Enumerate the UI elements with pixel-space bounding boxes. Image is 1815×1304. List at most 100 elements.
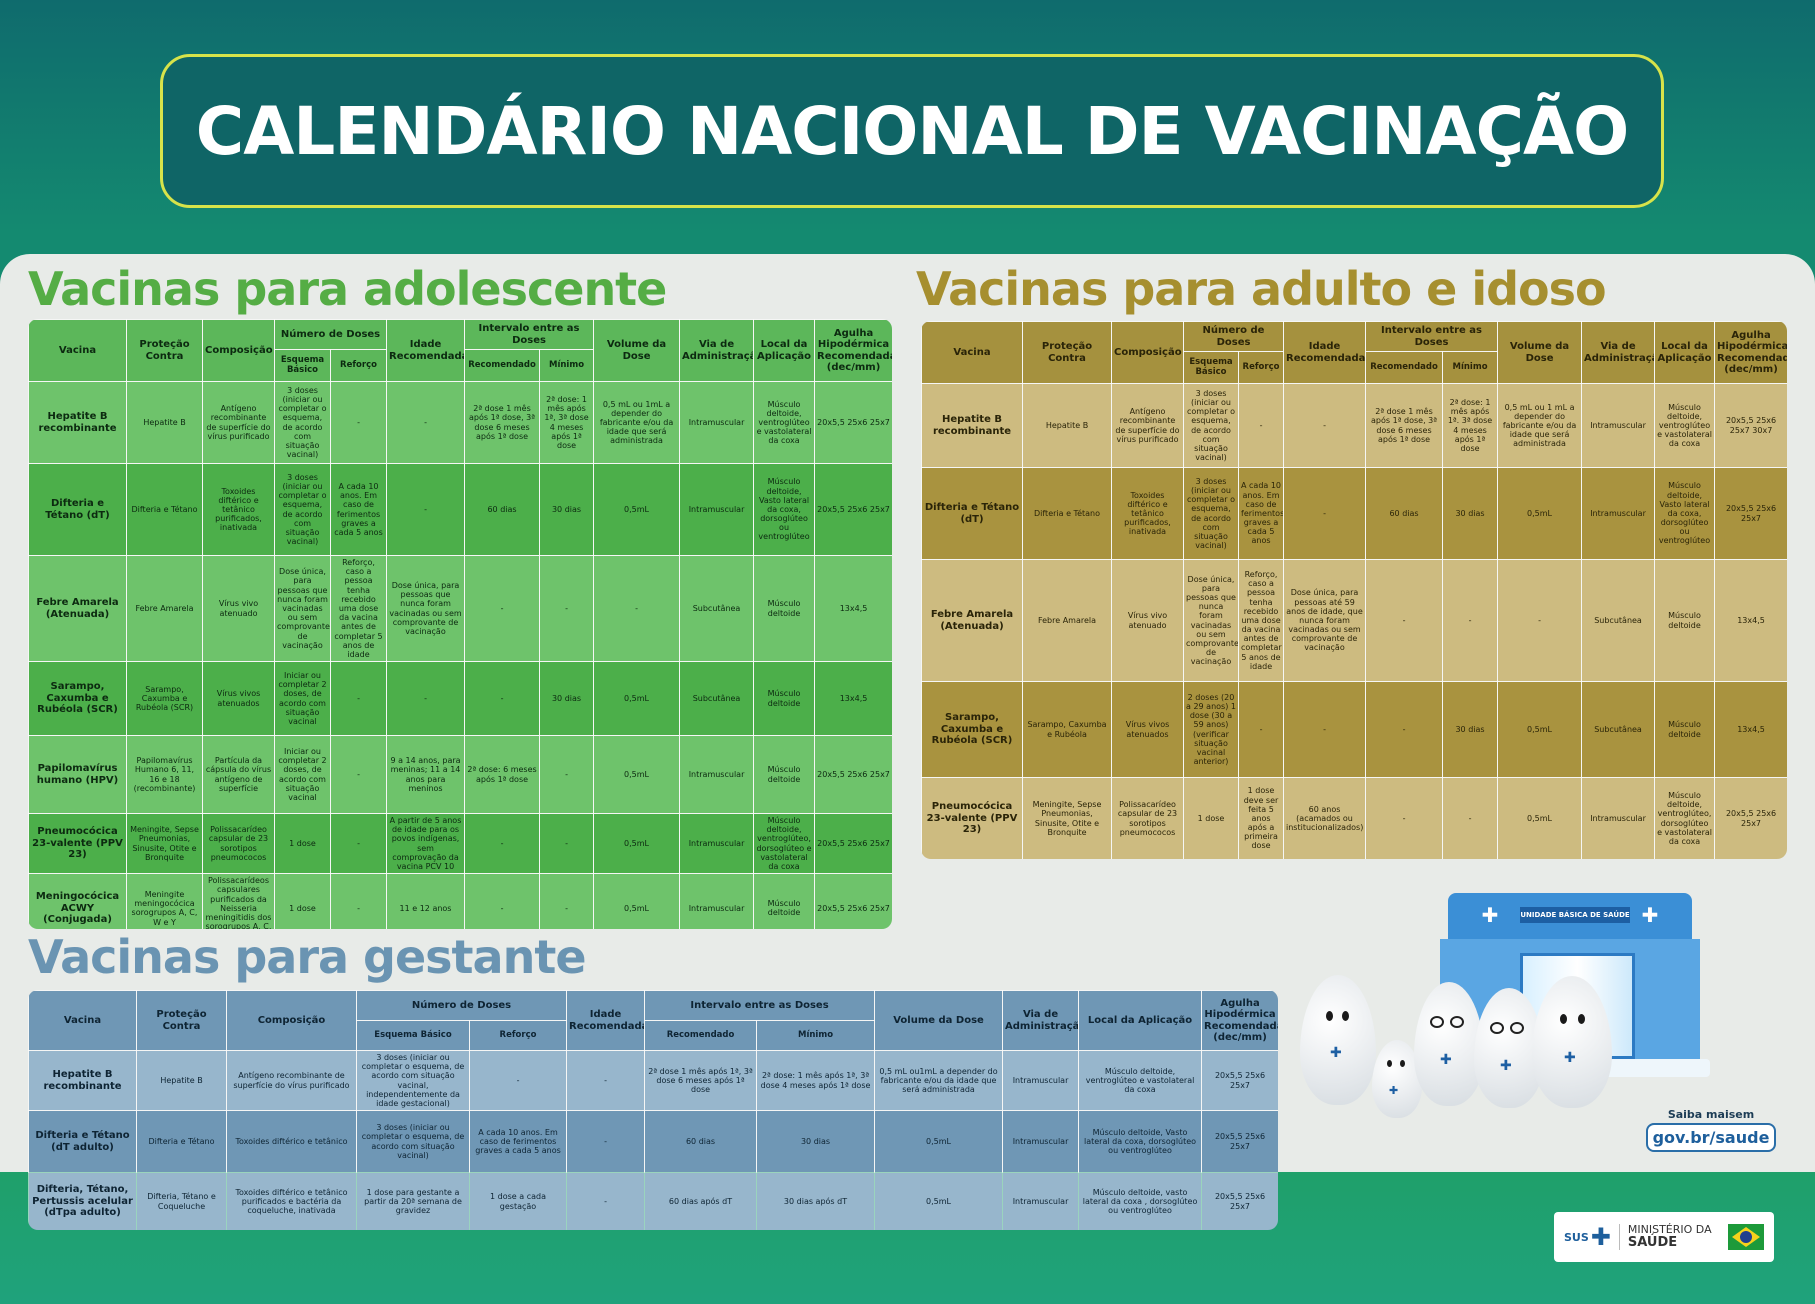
vaccine-name-cell: Hepatite B recombinante <box>28 381 127 464</box>
table-cell: 0,5 mL ou 1 mL a depender do fabricante … <box>1497 383 1583 468</box>
table-cell: 2ª dose 1 mês após 1ª, 3ª dose 6 meses a… <box>644 1049 758 1112</box>
vaccine-name-cell: Sarampo, Caxumba e Rubéola (SCR) <box>28 661 127 737</box>
table-row: Febre Amarela (Atenuada) Febre Amarela Vír… <box>28 554 892 663</box>
vaccine-name-cell: Difteria, Tétano, Pertussis acelular (dT… <box>28 1172 137 1230</box>
table-cell: Músculo deltoide, Vasto lateral da coxa,… <box>1654 467 1716 560</box>
vaccine-name-cell: Pneumocócica 23-valente (PPV 23) <box>921 777 1023 859</box>
ministerio-text: MINISTÉRIO DA SAÚDE <box>1618 1224 1720 1250</box>
table-cell: - <box>566 1172 646 1230</box>
table-cell: Polissacarídeo capsular de 23 sorotipos … <box>1111 777 1184 859</box>
table-cell: 0,5 mL ou 1mL a depender do fabricante e… <box>593 381 681 464</box>
table-cell: - <box>539 735 595 815</box>
table-cell: 30 dias <box>1442 467 1499 560</box>
table-cell: Intramuscular <box>679 873 755 929</box>
header-minimo: Mínimo <box>756 1020 876 1051</box>
header-esquema: Esquema Básico <box>356 1020 470 1051</box>
table-cell: - <box>329 813 388 875</box>
table-cell: 0,5mL <box>593 463 681 556</box>
table-cell: Subcutânea <box>679 554 755 663</box>
table-cell: 60 anos (acamados ou institucionalizados… <box>1283 777 1367 859</box>
table-cell: Difteria, Tétano e Coqueluche <box>136 1172 227 1230</box>
table-row: Papilomavírus humano (HPV) Papilomavírus … <box>28 735 892 815</box>
saiba-link[interactable]: gov.br/saude <box>1646 1123 1776 1152</box>
plus-icon: ✚ <box>1500 1058 1512 1074</box>
table-row: Difteria e Tétano (dT adulto) Difteria e … <box>28 1110 1278 1174</box>
table-cell: 0,5mL <box>593 735 681 815</box>
table-cell: - <box>464 813 541 875</box>
table-cell: 3 doses (iniciar ou completar o esquema,… <box>274 381 331 464</box>
header-numero-doses: Número de Doses <box>1182 321 1285 352</box>
table-cell: Iniciar ou completar 2 doses, de acordo … <box>274 735 331 815</box>
table-cell: - <box>539 813 595 875</box>
table-cell: Difteria e Tétano <box>126 463 203 556</box>
table-cell: - <box>1365 559 1444 682</box>
table-cell: - <box>386 381 466 464</box>
table-cell: 60 dias após dT <box>644 1172 758 1230</box>
mascot-icon: ✚ <box>1414 982 1484 1106</box>
header-volume: Volume da Dose <box>1497 321 1583 384</box>
table-cell: 20x5,5 25x6 25x7 <box>814 381 892 464</box>
table-cell: 60 dias <box>1365 467 1444 560</box>
header-recomendado: Recomendado <box>1365 351 1444 384</box>
table-cell: 2ª dose 1 mês após 1ª dose, 3ª dose 6 me… <box>1365 383 1444 468</box>
table-cell: Antígeno recombinante de superfície do v… <box>226 1049 357 1112</box>
table-cell: Intramuscular <box>679 735 755 815</box>
header-intervalo: Intervalo entre as Doses <box>1365 321 1499 352</box>
table-cell: Músculo deltoide <box>1654 559 1716 682</box>
table-cell: Subcutânea <box>679 661 755 737</box>
table-cell: Intramuscular <box>1002 1049 1080 1112</box>
table-cell: Músculo deltoide <box>753 661 816 737</box>
table-cell: Antígeno recombinante de superfície do v… <box>202 381 275 464</box>
table-cell: 1 dose deve ser feita 5 anos após a prim… <box>1237 777 1285 859</box>
header-agulha: Agulha Hipodérmica Recomendada (dec/mm) <box>1201 990 1278 1051</box>
header-via: Via de Administração <box>679 319 755 382</box>
table-cell: Músculo deltoide, ventroglúteo, dorsoglú… <box>1654 777 1716 859</box>
table-cell: Toxoides diftérico e tetânico purificado… <box>1111 467 1184 560</box>
table-cell: Sarampo, Caxumba e Rubéola <box>1022 681 1112 778</box>
mascot-icon: ✚ <box>1300 975 1376 1105</box>
table-cell: 20x5,5 25x6 25x7 <box>814 813 892 875</box>
table-cell: Dose única, para pessoas até 59 anos de … <box>1283 559 1367 682</box>
table-cell: Toxoides diftérico e tetânico purificado… <box>202 463 275 556</box>
vaccine-name-cell: Sarampo, Caxumba e Rubéola (SCR) <box>921 681 1023 778</box>
header-vacina: Vacina <box>28 990 137 1051</box>
table-cell: A cada 10 anos. Em caso de ferimentos gr… <box>468 1110 568 1174</box>
plus-icon: ✚ <box>1481 903 1499 927</box>
table-cell: Músculo deltoide <box>753 873 816 929</box>
table-cell: Subcutânea <box>1581 559 1656 682</box>
table-cell: 1 dose <box>274 873 331 929</box>
vaccine-name-cell: Difteria e Tétano (dT) <box>28 463 127 556</box>
table-cell: Subcutânea <box>1581 681 1656 778</box>
table-row: Sarampo, Caxumba e Rubéola (SCR) Sarampo,… <box>921 681 1787 778</box>
table-row: Pneumocócica 23-valente (PPV 23) Meningit… <box>921 777 1787 859</box>
table-cell: Intramuscular <box>1581 777 1656 859</box>
table-cell: 1 dose <box>274 813 331 875</box>
table-cell: - <box>1283 681 1367 778</box>
table-cell: Iniciar ou completar 2 doses, de acordo … <box>274 661 331 737</box>
header-idade: Idade Recomendada <box>566 990 646 1051</box>
table-cell: Músculo deltoide, ventroglúteo e vastola… <box>1078 1049 1203 1112</box>
table-cell: 1 dose a cada gestação <box>468 1172 568 1230</box>
table-cell: Músculo deltoide, vasto lateral da coxa … <box>1078 1172 1203 1230</box>
table-cell: 20x5,5 25x6 25x7 <box>1201 1049 1278 1112</box>
table-cell: Intramuscular <box>1581 467 1656 560</box>
header-recomendado: Recomendado <box>464 349 541 382</box>
table-cell: - <box>1283 383 1367 468</box>
header-reforco: Reforço <box>468 1020 568 1051</box>
table-cell: Toxoides diftérico e tetânico <box>226 1110 357 1174</box>
table-cell: Intramuscular <box>679 463 755 556</box>
table-cell: 0,5mL <box>593 873 681 929</box>
table-cell: Músculo deltoide, ventroglúteo e vastola… <box>1654 383 1716 468</box>
table-cell: 30 dias <box>539 661 595 737</box>
vaccine-name-cell: Febre Amarela (Atenuada) <box>28 554 127 663</box>
page-title: CALENDÁRIO NACIONAL DE VACINAÇÃO <box>195 92 1629 170</box>
table-cell: 20x5,5 25x6 25x7 <box>1201 1110 1278 1174</box>
table-cell: 2ª dose: 1 mês após 1ª. 3ª dose 4 meses … <box>1442 383 1499 468</box>
sus-logo: SUS ✚ <box>1564 1223 1611 1251</box>
header-agulha: Agulha Hipodérmica Recomendada (dec/mm) <box>1714 321 1787 384</box>
table-cell: Polissacarídeo capsular de 23 sorotipos … <box>202 813 275 875</box>
table-cell: 13x4,5 <box>814 661 892 737</box>
plus-icon: ✚ <box>1564 1050 1576 1066</box>
header-esquema: Esquema Básico <box>1183 351 1239 384</box>
plus-icon: ✚ <box>1641 903 1659 927</box>
